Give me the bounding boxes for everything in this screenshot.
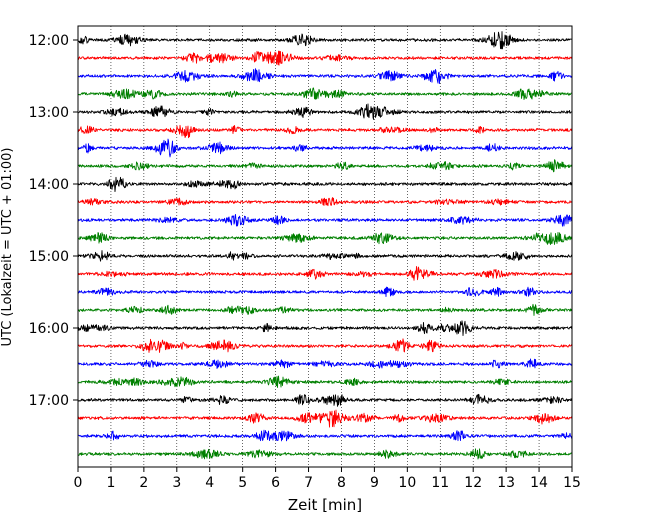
x-tick-label: 1 xyxy=(106,475,115,491)
trace-line xyxy=(77,286,573,298)
x-tick-label: 15 xyxy=(563,475,581,491)
trace-line xyxy=(77,138,573,158)
x-axis-label: Zeit [min] xyxy=(288,496,362,514)
x-tick-label: 6 xyxy=(271,475,280,491)
trace-line xyxy=(77,448,573,460)
x-tick-label: 14 xyxy=(530,475,548,491)
x-tick-label: 4 xyxy=(205,475,214,491)
y-tick-label: 16:00 xyxy=(29,321,69,337)
y-axis-label: UTC (Lokalzeit = UTC + 01:00) xyxy=(0,148,15,347)
trace-line xyxy=(77,358,573,369)
trace-line xyxy=(77,320,573,336)
trace-line xyxy=(77,87,573,100)
x-tick-label: 5 xyxy=(238,475,247,491)
x-axis: 0 1 2 3 4 5 6 7 8 9 10 11 12 13 14 15 xyxy=(74,467,581,491)
y-tick-label: 13:00 xyxy=(29,105,69,121)
x-tick-label: 12 xyxy=(464,475,482,491)
trace-line xyxy=(77,338,573,353)
trace-line xyxy=(77,103,573,120)
plot-frame xyxy=(77,25,573,468)
x-tick-label: 0 xyxy=(74,475,83,491)
trace-line xyxy=(77,266,573,281)
y-tick-label: 14:00 xyxy=(29,177,69,193)
x-tick-label: 2 xyxy=(139,475,148,491)
seismic-traces xyxy=(77,31,573,460)
x-tick-label: 13 xyxy=(497,475,515,491)
trace-line xyxy=(77,176,573,193)
x-tick-label: 9 xyxy=(370,475,379,491)
y-axis: 12:00 13:00 14:00 15:00 16:00 17:00 xyxy=(29,33,78,409)
trace-line xyxy=(77,231,573,246)
x-tick-label: 11 xyxy=(431,475,449,491)
x-tick-label: 7 xyxy=(304,475,313,491)
x-tick-label: 8 xyxy=(337,475,346,491)
trace-line xyxy=(77,375,573,388)
trace-line xyxy=(77,197,573,207)
trace-line xyxy=(77,393,573,407)
trace-line xyxy=(77,213,573,227)
trace-line xyxy=(77,159,573,173)
trace-line xyxy=(77,429,573,442)
trace-line xyxy=(77,250,573,262)
trace-line xyxy=(77,68,573,85)
y-tick-label: 12:00 xyxy=(29,33,69,49)
trace-line xyxy=(77,303,573,316)
y-tick-label: 15:00 xyxy=(29,249,69,265)
trace-line xyxy=(77,409,573,428)
x-tick-label: 10 xyxy=(398,475,416,491)
trace-line xyxy=(77,50,573,66)
y-tick-label: 17:00 xyxy=(29,393,69,409)
x-tick-label: 3 xyxy=(172,475,181,491)
plot-background xyxy=(78,26,572,467)
trace-line xyxy=(77,124,573,139)
trace-line xyxy=(77,31,573,50)
